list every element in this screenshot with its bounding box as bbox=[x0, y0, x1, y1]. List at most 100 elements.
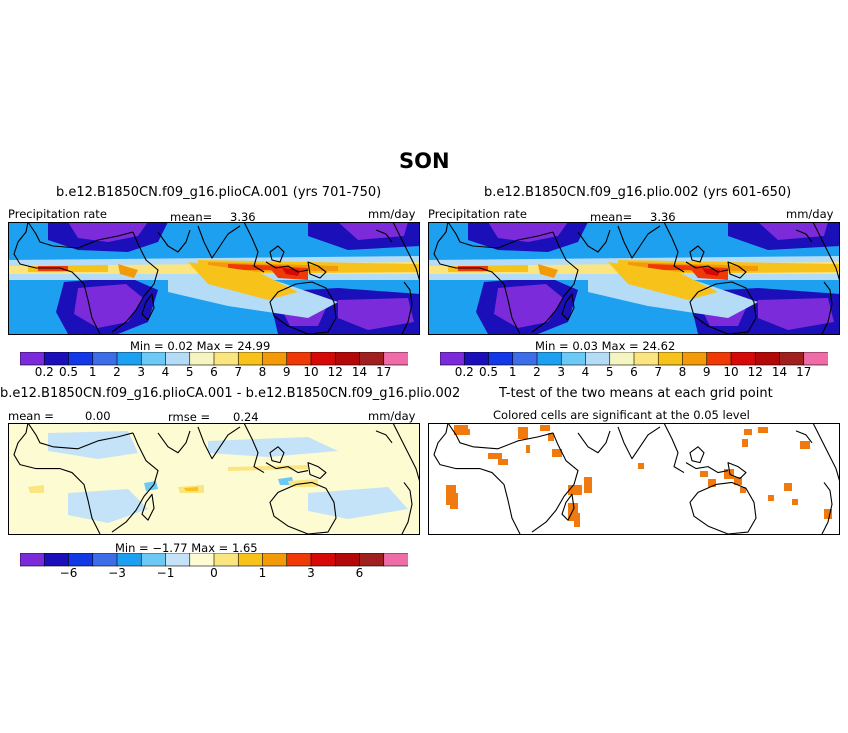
panel2-minmax: Min = 0.03 Max = 24.62 bbox=[535, 339, 676, 353]
colorbar-tick-label: 6 bbox=[210, 365, 218, 379]
figure-title: SON bbox=[399, 149, 450, 173]
panel3-units: mm/day bbox=[368, 409, 416, 423]
panel1-units: mm/day bbox=[368, 207, 416, 221]
panel1-mean-label: mean= bbox=[170, 210, 213, 224]
precip-contour bbox=[758, 298, 834, 330]
panel1-variable-label: Precipitation rate bbox=[8, 207, 107, 221]
colorbar-swatch bbox=[383, 352, 408, 366]
colorbar-tick-label: 6 bbox=[630, 365, 638, 379]
panel3-colorbar-ticks: −6 −3 −1 0 1 3 6 bbox=[20, 565, 408, 581]
colorbar-tick-label: 0.2 bbox=[454, 365, 474, 379]
colorbar-tick-label: 10 bbox=[723, 365, 739, 379]
coastline bbox=[392, 222, 420, 283]
significant-cell bbox=[784, 483, 792, 491]
coastline bbox=[689, 446, 705, 464]
panel4-subtitle: Colored cells are significant at the 0.0… bbox=[493, 408, 750, 422]
coastline bbox=[141, 493, 155, 521]
colorbar-tick-label: 2 bbox=[113, 365, 121, 379]
panel3-rmse-value: 0.24 bbox=[233, 410, 259, 424]
panel1-mean-value: 3.36 bbox=[230, 210, 256, 224]
significant-cell bbox=[700, 471, 708, 477]
panel1-title: b.e12.B1850CN.f09_g16.plioCA.001 (yrs 70… bbox=[56, 185, 382, 200]
coastline bbox=[197, 225, 241, 259]
significant-cell bbox=[584, 477, 592, 493]
coastline bbox=[269, 245, 285, 263]
coastline bbox=[531, 432, 579, 533]
coastline bbox=[243, 423, 265, 474]
colorbar-tick-label: 12 bbox=[327, 365, 343, 379]
colorbar-tick-label: 5 bbox=[185, 365, 194, 379]
panel3-title: b.e12.B1850CN.f09_g16.plioCA.001 - b.e12… bbox=[0, 386, 461, 401]
panel3-mean-value: 0.00 bbox=[85, 409, 111, 423]
coastline bbox=[795, 229, 813, 243]
coastline bbox=[617, 426, 661, 460]
colorbar-tick-label: 17 bbox=[796, 365, 812, 379]
coastline bbox=[689, 281, 757, 335]
significant-cell bbox=[540, 425, 550, 431]
coastline bbox=[561, 293, 575, 321]
colorbar-tick-label: 4 bbox=[161, 365, 170, 379]
colorbar-tick-label: 1 bbox=[258, 566, 267, 580]
colorbar-swatch bbox=[803, 352, 828, 366]
colorbar-tick-label: 3 bbox=[137, 365, 146, 379]
panel1-colorbar bbox=[20, 352, 408, 366]
coastline bbox=[447, 423, 554, 450]
significant-cell bbox=[758, 427, 768, 433]
colorbar-tick-label: 14 bbox=[771, 365, 788, 379]
coastline bbox=[307, 261, 327, 279]
colorbar-tick-label: 3 bbox=[557, 365, 566, 379]
coastline bbox=[27, 222, 134, 249]
coastline bbox=[663, 423, 685, 474]
coastline bbox=[269, 281, 337, 335]
panel2-mean-value: 3.36 bbox=[650, 210, 676, 224]
panel2-title: b.e12.B1850CN.f09_g16.plio.002 (yrs 601-… bbox=[484, 185, 792, 200]
coastline bbox=[13, 222, 101, 335]
coastline bbox=[685, 462, 729, 474]
precip-contour bbox=[68, 222, 148, 242]
significant-cell bbox=[450, 493, 458, 509]
colorbar-tick-label: 1 bbox=[508, 365, 517, 379]
significant-cell bbox=[792, 499, 798, 505]
coastline bbox=[812, 222, 840, 283]
significant-cell bbox=[768, 495, 774, 501]
significant-cell bbox=[526, 445, 530, 453]
coastline bbox=[401, 482, 413, 535]
panel2-colorbar-ticks: 0.2 0.5 1 2 3 4 5 6 7 8 9 10 12 14 17 bbox=[440, 364, 828, 380]
coastline bbox=[13, 423, 101, 535]
colorbar-tick-label: 4 bbox=[581, 365, 590, 379]
significant-cell bbox=[740, 487, 746, 493]
colorbar-tick-label: 12 bbox=[747, 365, 763, 379]
coastline bbox=[375, 229, 393, 243]
coastline bbox=[27, 423, 134, 450]
colorbar-tick-label: 8 bbox=[678, 365, 687, 379]
panel1-colorbar-ticks: 0.2 0.5 1 2 3 4 5 6 7 8 9 10 12 14 17 bbox=[20, 364, 408, 380]
coastline bbox=[685, 261, 729, 273]
colorbar-tick-label: 9 bbox=[282, 365, 291, 379]
significant-cell bbox=[498, 459, 508, 465]
significant-cell bbox=[734, 477, 742, 485]
significant-cell bbox=[724, 469, 734, 479]
colorbar-tick-label: 0.2 bbox=[34, 365, 54, 379]
difference-contour bbox=[28, 485, 44, 493]
coastline bbox=[663, 222, 685, 273]
significant-cell bbox=[574, 513, 580, 527]
panel3-rmse-label: rmse = bbox=[168, 410, 211, 424]
significant-cell bbox=[568, 503, 578, 521]
precip-contour bbox=[538, 264, 558, 278]
colorbar-tick-label: 0.5 bbox=[478, 365, 499, 379]
colorbar-tick-label: 1 bbox=[88, 365, 97, 379]
precip-contour bbox=[488, 222, 568, 242]
precip-contour bbox=[608, 262, 718, 300]
panel2-mean-label: mean= bbox=[590, 210, 633, 224]
coastline bbox=[689, 481, 757, 535]
coastline bbox=[577, 430, 611, 454]
panel4-significance-map bbox=[428, 423, 840, 535]
coastline bbox=[111, 432, 159, 533]
panel1-precip-map bbox=[8, 222, 420, 335]
colorbar-swatch bbox=[383, 553, 408, 567]
coastline bbox=[269, 446, 285, 464]
difference-contour bbox=[308, 487, 408, 519]
colorbar-tick-label: −6 bbox=[59, 566, 78, 580]
significant-cell bbox=[824, 509, 832, 519]
significant-cell bbox=[454, 425, 468, 435]
